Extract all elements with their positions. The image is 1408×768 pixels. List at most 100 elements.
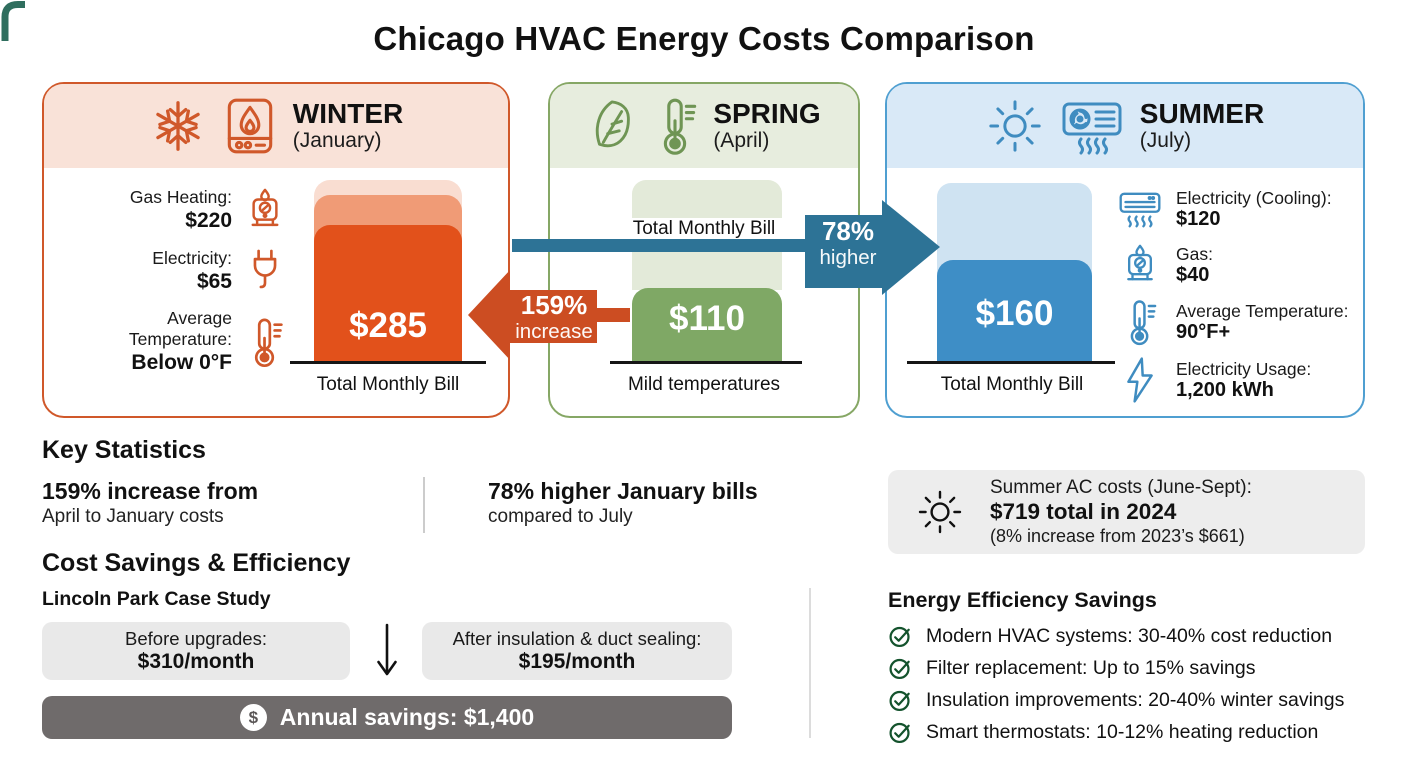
key-stat-2-detail: compared to July — [488, 506, 633, 527]
summer-stat-temperature-text: Average Temperature: 90°F+ — [1176, 301, 1349, 344]
key-statistics-heading: Key Statistics — [42, 436, 206, 464]
thermometer-icon — [244, 316, 286, 368]
summer-bar-caption: Total Monthly Bill — [940, 374, 1084, 395]
summer-stat-usage: Electricity Usage: 1,200 kWh — [1117, 356, 1363, 404]
stat-value: $220 — [185, 209, 232, 232]
lightning-bolt-icon — [1117, 356, 1163, 404]
efficiency-item: Modern HVAC systems: 30-40% cost reducti… — [888, 624, 1388, 649]
air-conditioner-icon — [1117, 189, 1163, 229]
winter-bar-caption: Total Monthly Bill — [316, 374, 460, 395]
spring-bar-value: $110 — [669, 299, 745, 338]
spring-bar-background-upper — [632, 180, 782, 218]
increase-arrow-text: 159% increase — [508, 290, 600, 344]
stat-label: Electricity Usage: — [1176, 358, 1312, 379]
higher-arrow-text: 78% higher — [810, 217, 886, 270]
summer-title-block: SUMMER (July) — [1140, 99, 1264, 153]
spring-bar-background-lower — [632, 252, 782, 290]
winter-panel-header: WINTER (January) — [44, 84, 508, 168]
winter-bar-value: $285 — [349, 306, 427, 345]
efficiency-item-text: Modern HVAC systems: 30-40% cost reducti… — [926, 625, 1333, 647]
check-circle-icon — [888, 720, 913, 745]
summer-bar — [937, 260, 1092, 362]
summer-stat-usage-text: Electricity Usage: 1,200 kWh — [1176, 359, 1311, 402]
after-label: After insulation & duct sealing: — [452, 628, 702, 649]
stat-value: $40 — [1176, 263, 1210, 286]
stat-label: Average Temperature: — [1176, 300, 1349, 321]
increase-arrow-value: 159% — [520, 290, 588, 320]
stat-label: Gas Heating: — [129, 187, 232, 207]
winter-stats: Gas Heating: $220 Electricity: — [58, 186, 286, 388]
winter-stat-gas-text: Gas Heating: $220 — [130, 187, 232, 233]
summer-ac-costs-box: Summer AC costs (June-Sept): $719 total … — [888, 470, 1365, 554]
efficiency-item-text: Filter replacement: Up to 15% savings — [926, 657, 1256, 679]
efficiency-item: Smart thermostats: 10-12% heating reduct… — [888, 720, 1388, 745]
gas-meter-icon — [244, 186, 286, 234]
key-stat-2-headline: 78% higher January bills — [488, 478, 758, 504]
efficiency-item: Filter replacement: Up to 15% savings — [888, 656, 1388, 681]
winter-season-label: WINTER — [292, 98, 404, 129]
key-stat-1: 159% increase from April to January cost… — [42, 478, 258, 529]
key-stat-1-detail: April to January costs — [42, 506, 224, 527]
stat-value: $120 — [1176, 207, 1221, 230]
ac-box-line1: Summer AC costs (June-Sept): — [990, 477, 1252, 498]
efficiency-heading: Energy Efficiency Savings — [888, 588, 1157, 612]
winter-stat-electricity-text: Electricity: $65 — [152, 248, 232, 294]
snowflake-icon — [149, 97, 207, 155]
summer-stats: Electricity (Cooling): $120 Ga — [1117, 186, 1363, 414]
down-arrow-icon — [377, 623, 397, 676]
gas-meter-icon — [1117, 242, 1163, 288]
winter-stat-electricity: Electricity: $65 — [58, 247, 286, 295]
summer-stat-cooling-text: Electricity (Cooling): $120 — [1176, 188, 1332, 231]
stat-value: Below 0°F — [131, 351, 232, 374]
spring-bar-caption: Mild temperatures — [627, 374, 781, 395]
spring-axis-line — [610, 361, 802, 364]
summer-stat-cooling: Electricity (Cooling): $120 — [1117, 186, 1363, 232]
key-stat-2: 78% higher January bills compared to Jul… — [488, 478, 758, 529]
efficiency-item-text: Insulation improvements: 20-40% winter s… — [926, 689, 1345, 711]
summer-panel: SUMMER (July) $160 Total Monthly Bill — [885, 82, 1365, 418]
spring-season-label: SPRING — [713, 98, 821, 129]
stat-label: Electricity: — [152, 248, 232, 268]
before-upgrades-box: Before upgrades: $310/month — [42, 622, 350, 680]
stat-value: 1,200 kWh — [1176, 378, 1274, 401]
winter-title-block: WINTER (January) — [293, 99, 403, 153]
summer-ac-costs-text: Summer AC costs (June-Sept): $719 total … — [990, 477, 1252, 547]
summer-month-label: (July) — [1139, 129, 1192, 152]
corner-mark — [1, 1, 25, 41]
stat-value: $65 — [196, 270, 232, 293]
dollar-coin-icon: $ — [239, 704, 267, 731]
thermometer-icon — [1117, 298, 1163, 346]
bottom-section-divider — [809, 588, 811, 738]
cost-savings-heading: Cost Savings & Efficiency — [42, 549, 351, 577]
page-title: Chicago HVAC Energy Costs Comparison — [373, 20, 1035, 57]
sun-icon — [916, 488, 964, 536]
higher-arrow-label: higher — [819, 246, 877, 269]
case-study-subheading: Lincoln Park Case Study — [42, 588, 271, 610]
after-upgrades-box: After insulation & duct sealing: $195/mo… — [422, 622, 732, 680]
spring-title-block: SPRING (April) — [713, 99, 820, 153]
key-stats-divider — [423, 477, 425, 533]
ac-box-line3: (8% increase from 2023’s $661) — [990, 526, 1245, 546]
winter-stat-temperature: Average Temperature: Below 0°F — [58, 308, 286, 375]
check-circle-icon — [888, 688, 913, 713]
summer-bar-value: $160 — [975, 294, 1054, 333]
winter-panel: WINTER (January) Gas Heating: $220 — [42, 82, 510, 418]
stat-value: 90°F+ — [1176, 320, 1231, 343]
after-value: $195/month — [518, 650, 636, 673]
winter-stat-temperature-text: Average Temperature: Below 0°F — [82, 308, 232, 375]
spring-month-label: (April) — [713, 129, 770, 152]
check-circle-icon — [888, 656, 913, 681]
efficiency-item: Insulation improvements: 20-40% winter s… — [888, 688, 1388, 713]
summer-panel-header: SUMMER (July) — [887, 84, 1363, 168]
before-label: Before upgrades: — [125, 628, 267, 649]
increase-arrow-label: increase — [515, 320, 593, 343]
spring-bar — [632, 288, 782, 362]
spring-panel-header: SPRING (April) — [550, 84, 858, 168]
key-stat-1-headline: 159% increase from — [42, 478, 259, 504]
ac-box-line2: $719 total in 2024 — [990, 499, 1177, 524]
power-plug-icon — [244, 247, 286, 295]
stat-label: Electricity (Cooling): — [1176, 187, 1332, 208]
summer-stat-gas-text: Gas: $40 — [1176, 244, 1213, 287]
winter-month-label: (January) — [292, 129, 382, 152]
